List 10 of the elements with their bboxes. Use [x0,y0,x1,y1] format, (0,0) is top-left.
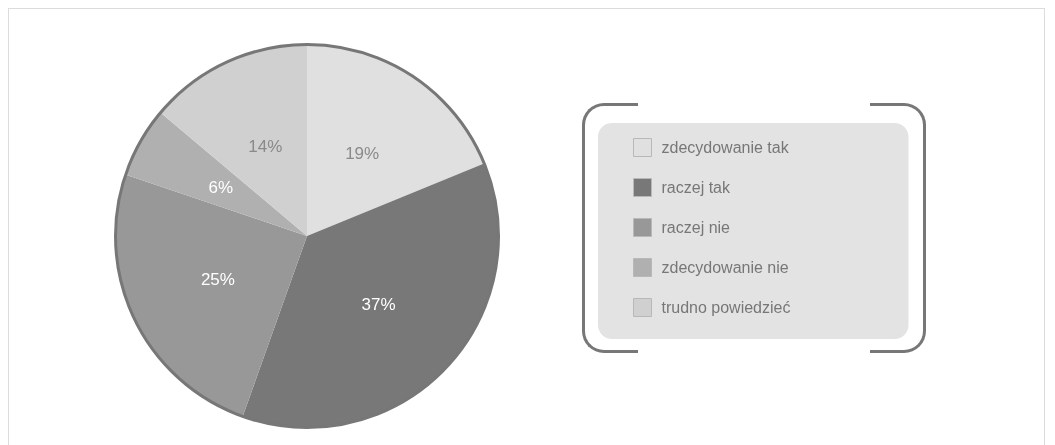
legend-label: raczej nie [661,219,731,236]
legend-label: zdecydowanie nie [661,259,789,276]
data-label: 19% [345,144,380,164]
legend-label: trudno powiedzieć [661,299,791,316]
legend-label: raczej tak [661,179,731,196]
data-label: 25% [200,269,235,289]
legend-label: zdecydowanie tak [661,139,790,156]
data-label: 14% [248,136,283,156]
data-label: 37% [361,294,396,314]
data-label: 6% [208,177,234,197]
